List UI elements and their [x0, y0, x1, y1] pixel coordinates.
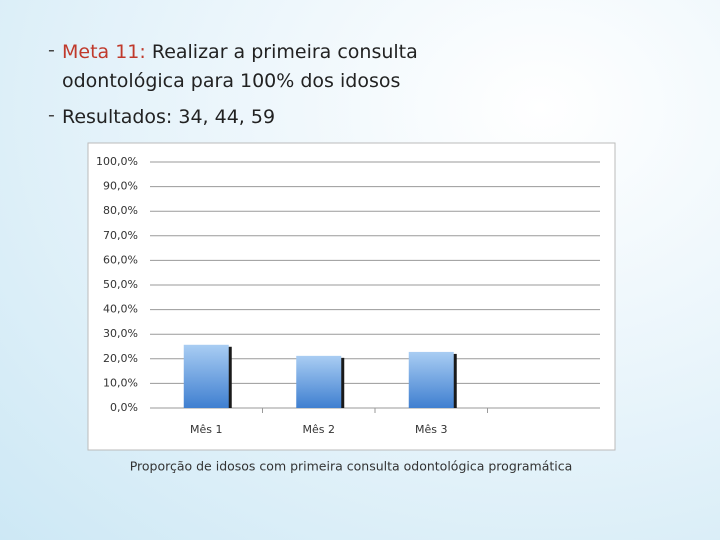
bullet-text: Realizar a primeira consulta odontológic… — [62, 41, 418, 92]
y-tick-label: 10,0% — [103, 376, 138, 389]
y-tick-label: 50,0% — [103, 278, 138, 291]
bar — [408, 351, 454, 408]
y-tick-label: 60,0% — [103, 253, 138, 266]
x-tick-label: Mês 1 — [190, 423, 222, 436]
chart-caption: Proporção de idosos com primeira consult… — [130, 459, 573, 474]
y-tick-label: 40,0% — [103, 303, 138, 316]
bar — [183, 344, 229, 408]
y-tick-label: 80,0% — [103, 204, 138, 217]
y-tick-label: 20,0% — [103, 352, 138, 365]
y-tick-label: 30,0% — [103, 327, 138, 340]
x-tick-label: Mês 3 — [415, 423, 447, 436]
bar — [296, 355, 342, 408]
bullet: - Resultados: 34, 44, 59 — [48, 104, 276, 128]
y-tick-label: 70,0% — [103, 229, 138, 242]
bullet-text: Resultados: 34, 44, 59 — [62, 106, 276, 128]
x-tick-label: Mês 2 — [303, 423, 335, 436]
y-tick-label: 90,0% — [103, 180, 138, 193]
chart-area — [87, 142, 616, 451]
bullet-label: Meta 11: — [62, 41, 146, 63]
bullet: - Meta 11: Realizar a primeira consulta o… — [48, 39, 418, 92]
y-tick-label: 0,0% — [110, 401, 138, 414]
y-tick-label: 100,0% — [96, 155, 138, 168]
